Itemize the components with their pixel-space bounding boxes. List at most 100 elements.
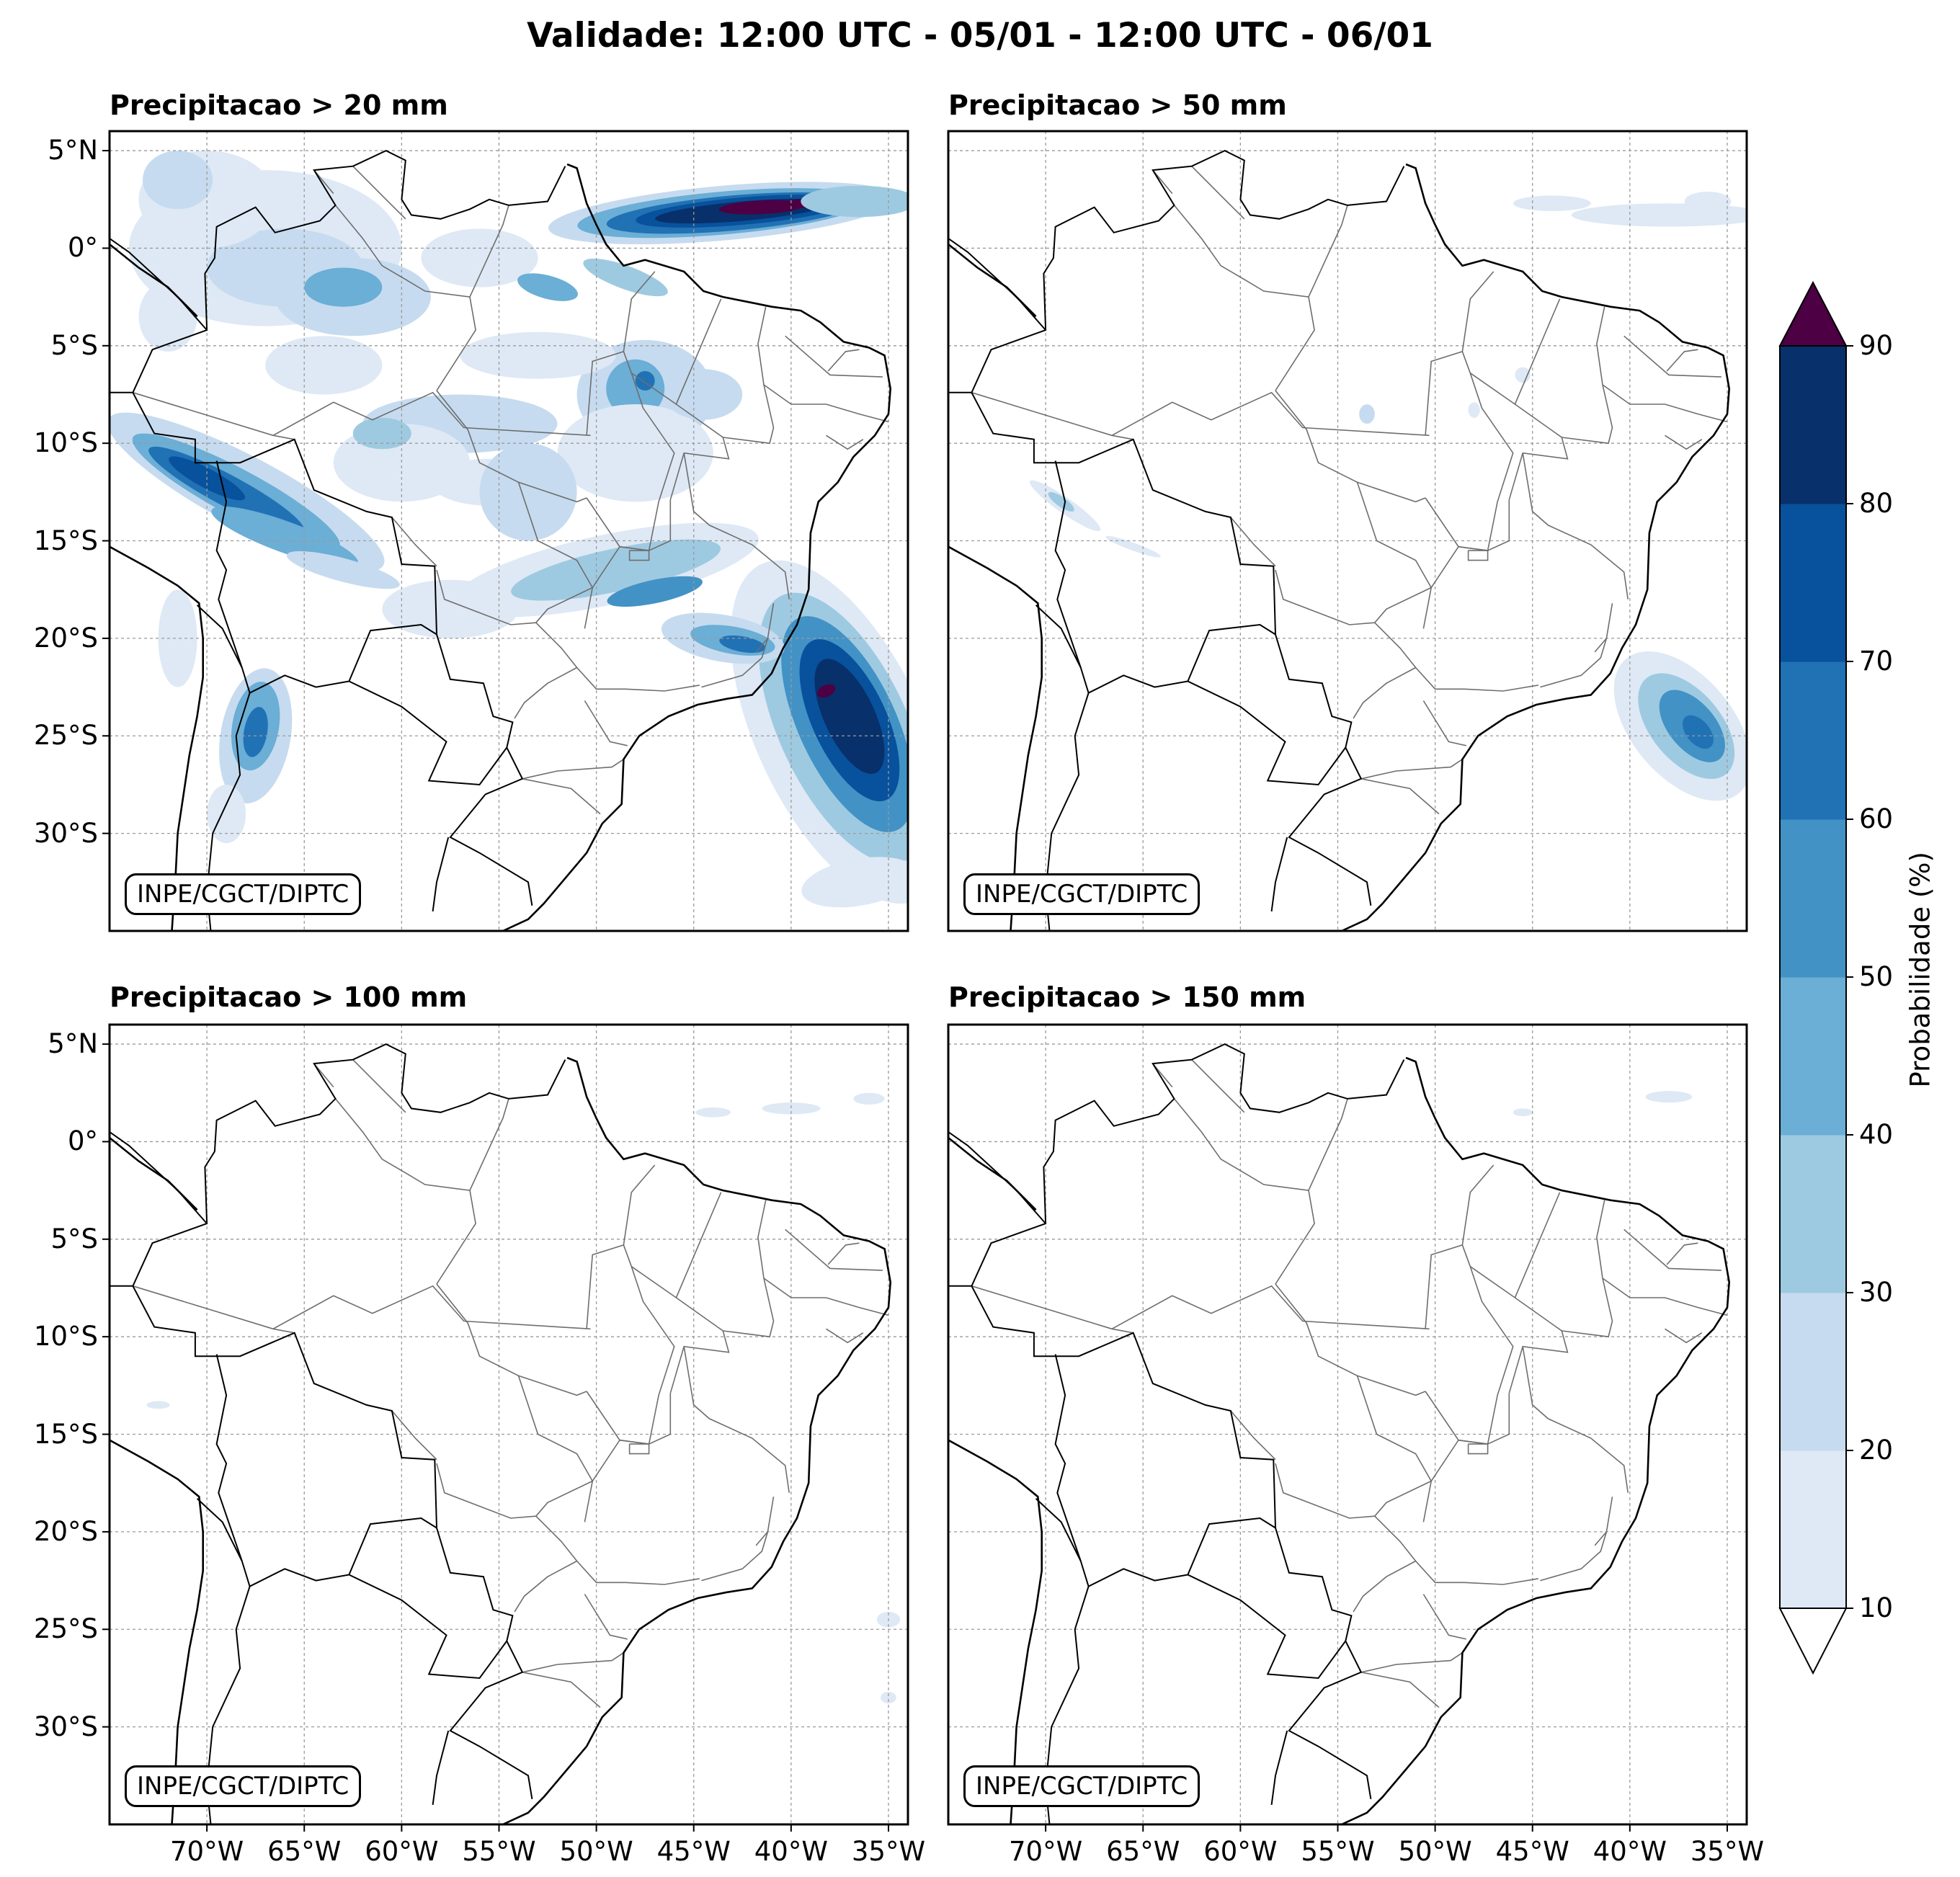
- colorbar-tick-label: 80: [1859, 488, 1894, 519]
- state-border: [352, 1059, 406, 1113]
- state-border: [1173, 1098, 1315, 1285]
- coastline: [110, 1056, 892, 1824]
- lon-tick-label: 40°W: [754, 1836, 828, 1867]
- colorbar-tick-label: 50: [1859, 961, 1894, 992]
- state-border: [1623, 1229, 1721, 1271]
- country-borders: [948, 149, 1405, 931]
- state-border: [1602, 384, 1728, 423]
- panel-frame: [947, 130, 1748, 932]
- state-borders: [133, 1059, 889, 1708]
- state-border: [586, 1244, 675, 1445]
- state-border: [436, 390, 587, 503]
- state-border: [1152, 1063, 1173, 1088]
- lat-tick-label: 25°S: [33, 1613, 98, 1645]
- colorbar-bin: [1780, 346, 1846, 504]
- state-border: [631, 373, 730, 500]
- panel-title-100mm: Precipitacao > 100 mm: [110, 981, 468, 1013]
- state-border: [1540, 1531, 1608, 1582]
- state-border: [827, 1242, 860, 1265]
- country-border: [432, 1730, 450, 1806]
- lat-tick-label: 15°S: [33, 1418, 98, 1450]
- federal-district-border: [1467, 550, 1489, 561]
- lon-tick-label: 35°W: [1690, 1836, 1765, 1867]
- state-border: [1173, 205, 1315, 391]
- state-border: [675, 1192, 722, 1298]
- state-border: [1191, 166, 1245, 220]
- colorbar-tick-label: 70: [1859, 646, 1894, 677]
- state-border: [1562, 306, 1613, 445]
- state-border: [826, 434, 864, 450]
- federal-district-border: [1467, 1443, 1489, 1455]
- probability-blob: [719, 635, 766, 654]
- country-borders: [948, 1043, 1405, 1824]
- state-border: [1594, 603, 1613, 653]
- state-border: [1425, 1244, 1514, 1445]
- probability-field: [1029, 192, 1747, 801]
- probability-field: [146, 1092, 901, 1704]
- country-border: [971, 1043, 1405, 1799]
- credit-box-50mm: INPE/CGCT/DIPTC: [963, 873, 1200, 915]
- coastline-segment: [1341, 1056, 1731, 1824]
- probability-blob: [1513, 1108, 1533, 1117]
- state-border: [1275, 1283, 1426, 1396]
- state-border: [334, 1098, 476, 1285]
- state-border: [763, 384, 889, 423]
- lat-tick-label: 30°S: [33, 1711, 98, 1742]
- state-border: [723, 1200, 775, 1338]
- federal-district-border: [628, 550, 650, 561]
- lat-tick-label: 10°S: [33, 427, 98, 459]
- state-border: [469, 1098, 509, 1191]
- state-border: [1522, 452, 1629, 599]
- lon-tick-label: 70°W: [170, 1836, 244, 1867]
- probability-blob: [853, 1092, 885, 1105]
- state-border: [1353, 1560, 1416, 1613]
- state-border: [701, 638, 769, 688]
- lat-tick-label: 30°S: [33, 817, 98, 849]
- probability-blob: [1468, 402, 1480, 418]
- country-border: [1187, 1574, 1347, 1680]
- probability-blob: [421, 228, 538, 287]
- probability-blob: [583, 258, 668, 297]
- country-border: [432, 837, 450, 912]
- state-border: [1275, 482, 1433, 625]
- lon-tick-label: 50°W: [1398, 1836, 1472, 1867]
- probability-blob: [517, 273, 578, 301]
- state-border: [826, 1328, 864, 1344]
- state-border: [313, 1063, 334, 1088]
- probability-blob: [695, 1107, 731, 1118]
- coastline-segment: [948, 243, 1037, 318]
- state-border: [1422, 499, 1510, 629]
- probability-blob: [207, 785, 246, 844]
- lon-tick-label: 60°W: [365, 1836, 439, 1867]
- probability-blob: [1515, 367, 1531, 383]
- state-border: [1360, 1672, 1440, 1708]
- panel-frame: [108, 130, 909, 932]
- state-border: [469, 205, 509, 298]
- state-border: [1360, 759, 1463, 780]
- state-border: [1522, 1346, 1629, 1493]
- state-border: [723, 306, 775, 445]
- country-border: [348, 1574, 508, 1680]
- panel-title-150mm: Precipitacao > 150 mm: [948, 981, 1306, 1013]
- country-border: [1035, 1498, 1082, 1561]
- probability-blob: [146, 1401, 170, 1409]
- probability-blob: [460, 331, 616, 379]
- probability-blob: [143, 151, 213, 210]
- state-border: [584, 499, 672, 629]
- panel-title-20mm: Precipitacao > 20 mm: [110, 89, 448, 121]
- lon-tick-label: 50°W: [559, 1836, 633, 1867]
- probability-blob: [1048, 491, 1074, 512]
- coastline-segment: [1341, 163, 1731, 931]
- probability-blob: [801, 185, 908, 218]
- state-border: [1275, 390, 1426, 503]
- colorbar: [1778, 280, 1853, 1675]
- state-borders: [971, 166, 1728, 815]
- lat-tick-label: 20°S: [33, 622, 98, 654]
- probability-field: [1513, 1091, 1693, 1117]
- colorbar-extend-min: [1778, 1608, 1848, 1675]
- country-border: [196, 605, 243, 668]
- colorbar-tick-label: 90: [1859, 330, 1894, 361]
- state-border: [535, 1515, 700, 1585]
- map-panel-20mm: [102, 130, 909, 932]
- state-border: [1230, 517, 1276, 567]
